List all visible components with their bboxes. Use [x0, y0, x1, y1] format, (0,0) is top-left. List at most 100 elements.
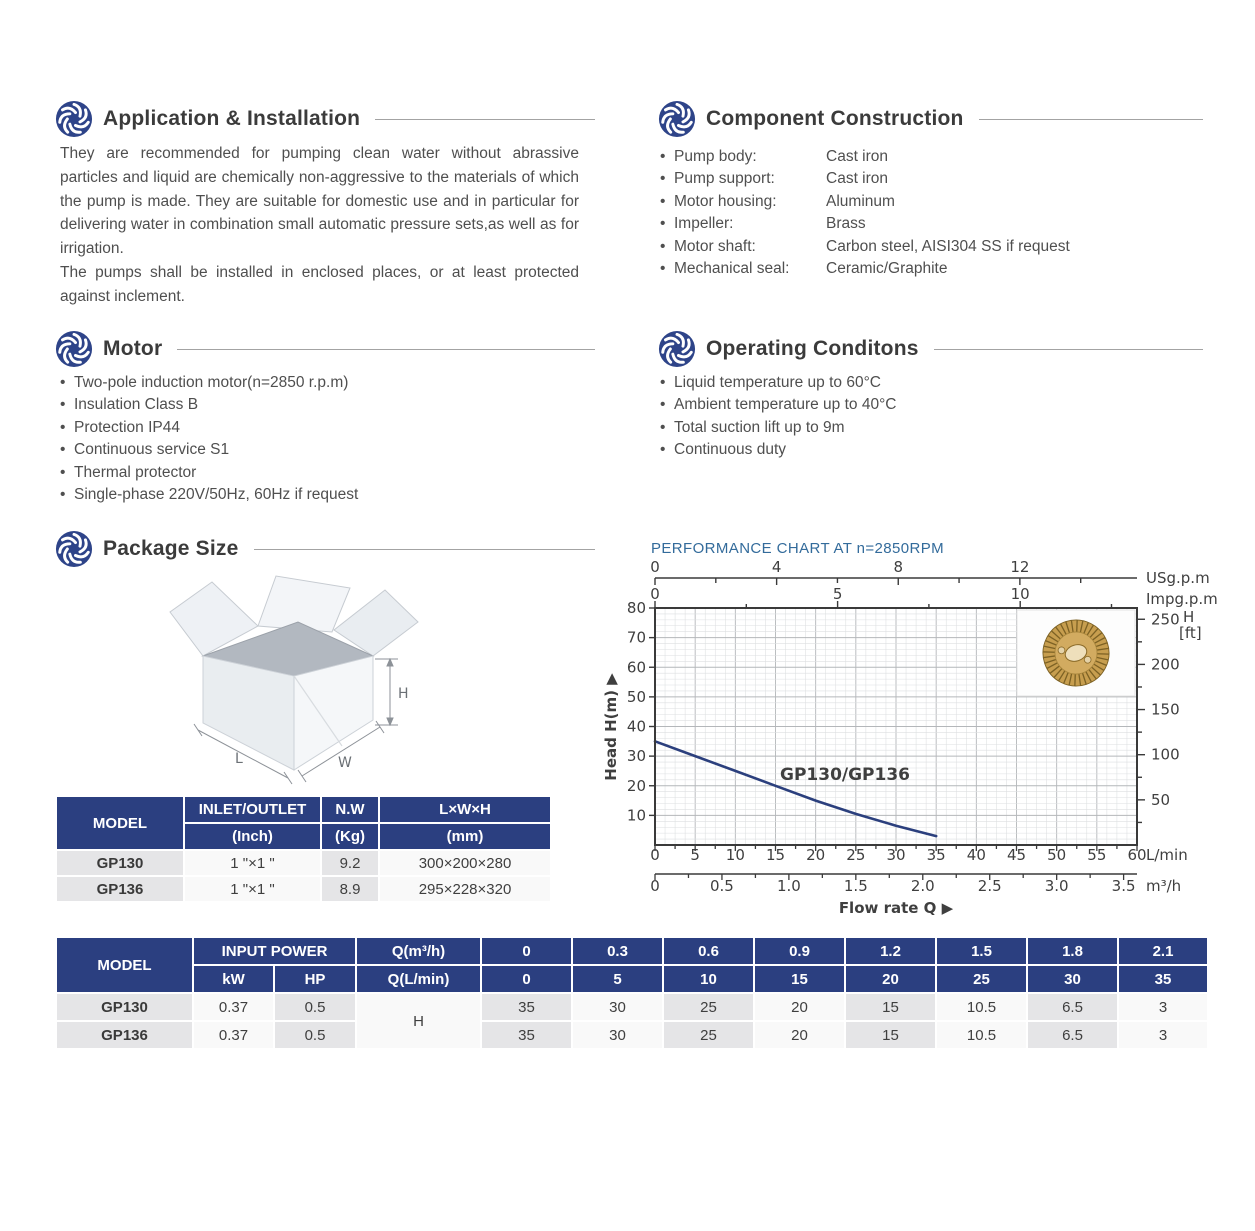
- construction-item-value: Brass: [826, 215, 866, 233]
- head-tick-label: 50: [627, 688, 646, 706]
- head-value-cell: 3: [1117, 992, 1209, 1022]
- pump-impeller-logo-icon: [658, 330, 696, 368]
- list-item: • Liquid temperature up to 60°C: [660, 372, 1194, 394]
- list-item-text: Two-pole induction motor(n=2850 r.p.m): [74, 374, 349, 391]
- list-item: • Continuous duty: [660, 439, 1194, 461]
- q-lmin-header-cell: 35: [1117, 964, 1209, 994]
- impeller-part: [1043, 655, 1056, 659]
- head-value-cell: 15: [844, 1020, 937, 1050]
- head-tick-label: 70: [627, 629, 646, 647]
- list-item-text: Thermal protector: [74, 463, 197, 481]
- impeller-part: [1046, 662, 1058, 670]
- list-item: • Thermal protector: [60, 462, 594, 484]
- table-row: GP136 1 "×1 " 8.9 295×228×320: [55, 875, 552, 903]
- impeller-part: [1057, 646, 1066, 655]
- q-m3h-header-cell: 0: [480, 936, 573, 966]
- list-item: • Total suction lift up to 9m: [660, 417, 1194, 439]
- paragraph: They are recommended for pumping clean w…: [60, 145, 579, 258]
- list-item: • Two-pole induction motor(n=2850 r.p.m): [60, 372, 594, 394]
- head-tick-label: 40: [627, 718, 646, 736]
- ft-tick-label: 50: [1151, 791, 1170, 809]
- section-title-application: Application & Installation: [103, 107, 361, 130]
- bullet: •: [660, 192, 666, 210]
- construction-item-label: Mechanical seal:: [674, 260, 790, 278]
- construction-list: • Pump body: Cast iron • Pump support: Cast i…: [660, 146, 1203, 280]
- list-item: • Insulation Class B: [60, 394, 594, 416]
- header-rule: [177, 348, 595, 350]
- lmin-tick-label: 60: [1127, 846, 1146, 864]
- q-m3h-header-cell: 0.6: [662, 936, 755, 966]
- construction-item-label: Motor housing:: [674, 192, 777, 210]
- construction-item-value: Aluminum: [826, 192, 895, 210]
- construction-item-value: Carbon steel, AISI304 SS if request: [826, 237, 1070, 255]
- head-value-cell: 10.5: [935, 1020, 1028, 1050]
- column-header-input-power: INPUT POWER: [192, 936, 357, 966]
- header-rule: [375, 118, 595, 120]
- section-header-application: Application & Installation: [55, 100, 595, 138]
- impgpm-tick-label: 5: [833, 585, 843, 603]
- dimension-label-w: W: [338, 755, 352, 771]
- impeller-part: [1043, 645, 1056, 650]
- column-header-model: MODEL: [55, 795, 185, 851]
- head-value-cell: 10.5: [935, 992, 1028, 1022]
- usgpm-tick-label: 12: [1010, 558, 1029, 576]
- bullet: •: [660, 237, 666, 255]
- ft-tick-label: 250: [1151, 610, 1180, 628]
- bullet: •: [60, 463, 66, 481]
- bullet: •: [660, 374, 666, 391]
- bullet: •: [660, 418, 666, 436]
- impeller-part: [1070, 620, 1074, 633]
- table-cell: 1 "×1 ": [183, 849, 322, 877]
- curve-label: GP130/GP136: [780, 765, 910, 785]
- pump-impeller-logo-icon: [55, 530, 93, 568]
- impeller-part: [1083, 655, 1092, 664]
- list-item: • Protection IP44: [60, 417, 594, 439]
- impeller-part: [1095, 660, 1107, 666]
- head-value-cell: 6.5: [1026, 992, 1119, 1022]
- header-rule: [933, 348, 1203, 350]
- kw-cell: 0.37: [192, 992, 275, 1022]
- impeller-part: [1053, 668, 1063, 678]
- list-item-text: Ambient temperature up to 40°C: [674, 396, 897, 414]
- construction-item-label: Impeller:: [674, 215, 734, 233]
- list-item-text: Liquid temperature up to 60°C: [674, 374, 881, 391]
- impeller-photo: [1042, 619, 1110, 687]
- impeller-part: [1096, 647, 1109, 651]
- m3h-tick-label: 3.5: [1112, 877, 1136, 895]
- row-header-q-lmin: Q(L/min): [355, 964, 482, 994]
- column-unit-inch: (Inch): [183, 822, 322, 851]
- kw-cell: 0.37: [192, 1020, 275, 1050]
- m3h-axis-label: m³/h: [1146, 877, 1181, 895]
- lmin-tick-label: 55: [1087, 846, 1106, 864]
- bullet: •: [60, 486, 66, 504]
- q-lmin-header-cell: 30: [1026, 964, 1119, 994]
- head-tick-label: 10: [627, 806, 646, 824]
- ft-axis-label-h: H: [1183, 608, 1194, 626]
- flow-rate-axis-label: Flow rate Q ▶: [839, 899, 954, 917]
- head-symbol-cell: H: [355, 992, 482, 1050]
- construction-item: • Pump body: Cast iron: [660, 146, 1203, 168]
- column-header-kw: kW: [192, 964, 275, 994]
- bullet: •: [60, 418, 66, 436]
- impeller-part: [1079, 620, 1084, 633]
- head-value-cell: 25: [662, 992, 755, 1022]
- list-item-text: Total suction lift up to 9m: [674, 418, 845, 436]
- section-header-package: Package Size: [55, 530, 595, 568]
- bullet: •: [60, 441, 66, 459]
- impeller-part: [1091, 666, 1101, 676]
- bullet: •: [660, 148, 666, 165]
- lmin-tick-label: 20: [806, 846, 825, 864]
- lmin-tick-label: 50: [1047, 846, 1066, 864]
- lmin-tick-label: 15: [766, 846, 785, 864]
- construction-item: • Mechanical seal: Ceramic/Graphite: [660, 258, 1203, 280]
- usgpm-tick-label: 4: [772, 558, 782, 576]
- column-header-inlet-outlet: INLET/OUTLET: [183, 795, 322, 824]
- construction-item-label: Pump support:: [674, 170, 775, 188]
- head-value-cell: 30: [571, 992, 664, 1022]
- lmin-axis-label: L/min: [1146, 846, 1188, 864]
- operating-list: • Liquid temperature up to 60°C • Ambient t…: [660, 372, 1194, 462]
- pump-impeller-logo-icon: [658, 100, 696, 138]
- impeller-part: [1074, 673, 1076, 687]
- list-item: • Ambient temperature up to 40°C: [660, 394, 1194, 416]
- section-header-motor: Motor: [55, 330, 595, 368]
